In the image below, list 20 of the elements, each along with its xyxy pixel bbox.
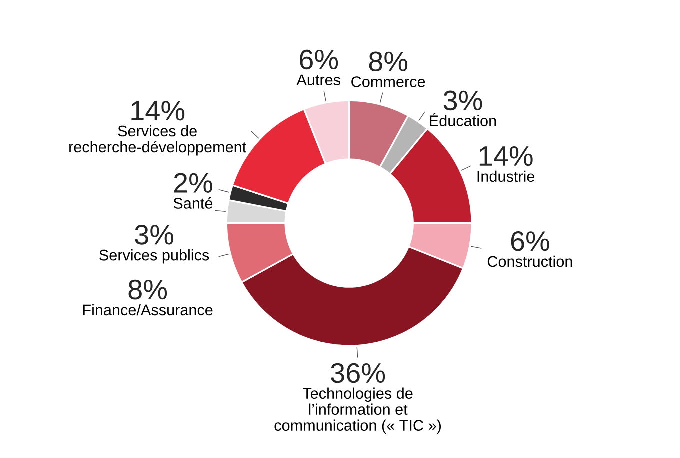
slice-label: Services de recherche-développement	[70, 125, 247, 156]
slice-label: Autres	[296, 74, 340, 86]
slice-label: Finance/Assurance	[83, 304, 213, 316]
slice-label: Services publics	[100, 249, 210, 264]
slice-label: Santé	[174, 197, 213, 209]
data-label: 14%	[132, 101, 185, 121]
data-label: 8%	[128, 280, 168, 300]
data-label: 14%	[480, 146, 533, 166]
data-label: 6%	[511, 231, 550, 252]
slice-label: Construction	[488, 256, 572, 268]
data-label: 3%	[444, 90, 482, 111]
data-label: 8%	[369, 52, 408, 72]
slice-label: Technologies de l’information et communication (« TIC »)	[274, 388, 442, 434]
data-label: 6%	[300, 50, 338, 70]
slice-label: Industrie	[478, 170, 535, 182]
data-label: 3%	[135, 225, 174, 245]
data-label: 2%	[174, 173, 212, 193]
slice-label: Commerce	[352, 76, 426, 88]
data-label: 36%	[331, 363, 386, 384]
slice-label: Éducation	[430, 113, 496, 126]
